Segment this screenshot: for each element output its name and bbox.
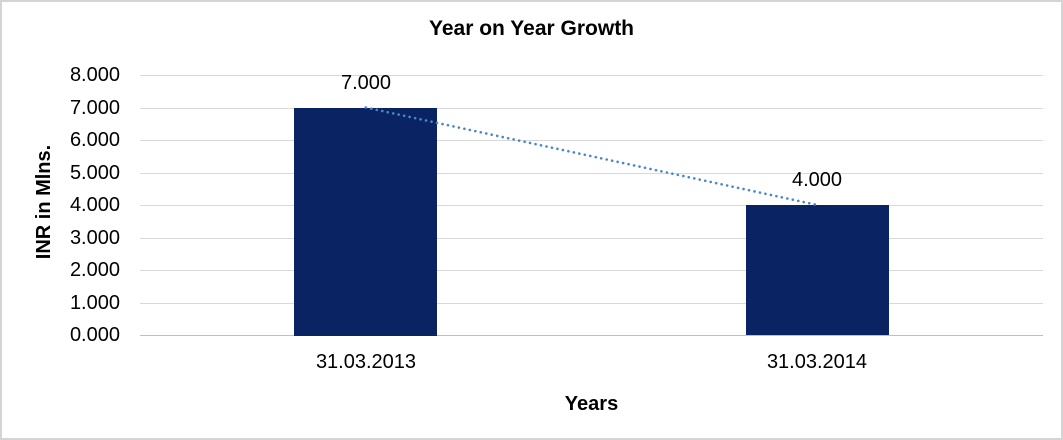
y-tick-label: 3.000 [69, 227, 120, 249]
x-axis-line [140, 335, 1043, 336]
y-tick-label: 5.000 [69, 162, 120, 184]
gridline [140, 108, 1043, 109]
gridline [140, 205, 1043, 206]
y-tick-label: 2.000 [69, 259, 120, 281]
gridline [140, 270, 1043, 271]
bar-data-label: 4.000 [791, 169, 843, 191]
bar [294, 108, 437, 336]
gridline [140, 140, 1043, 141]
y-tick-label: 4.000 [69, 194, 120, 216]
y-tick-label: 7.000 [69, 97, 120, 119]
bar-data-label: 7.000 [340, 72, 392, 94]
chart-title: Year on Year Growth [428, 17, 635, 40]
x-axis-title: Years [564, 393, 619, 415]
x-tick-label: 31.03.2013 [315, 351, 417, 373]
gridline [140, 173, 1043, 174]
gridline [140, 238, 1043, 239]
y-tick-label: 6.000 [69, 129, 120, 151]
x-tick-label: 31.03.2014 [766, 351, 868, 373]
gridline [140, 75, 1043, 76]
gridline [140, 303, 1043, 304]
y-tick-label: 1.000 [69, 292, 120, 314]
bar [746, 205, 889, 335]
y-tick-label: 0.000 [69, 324, 120, 346]
y-tick-label: 8.000 [69, 64, 120, 86]
